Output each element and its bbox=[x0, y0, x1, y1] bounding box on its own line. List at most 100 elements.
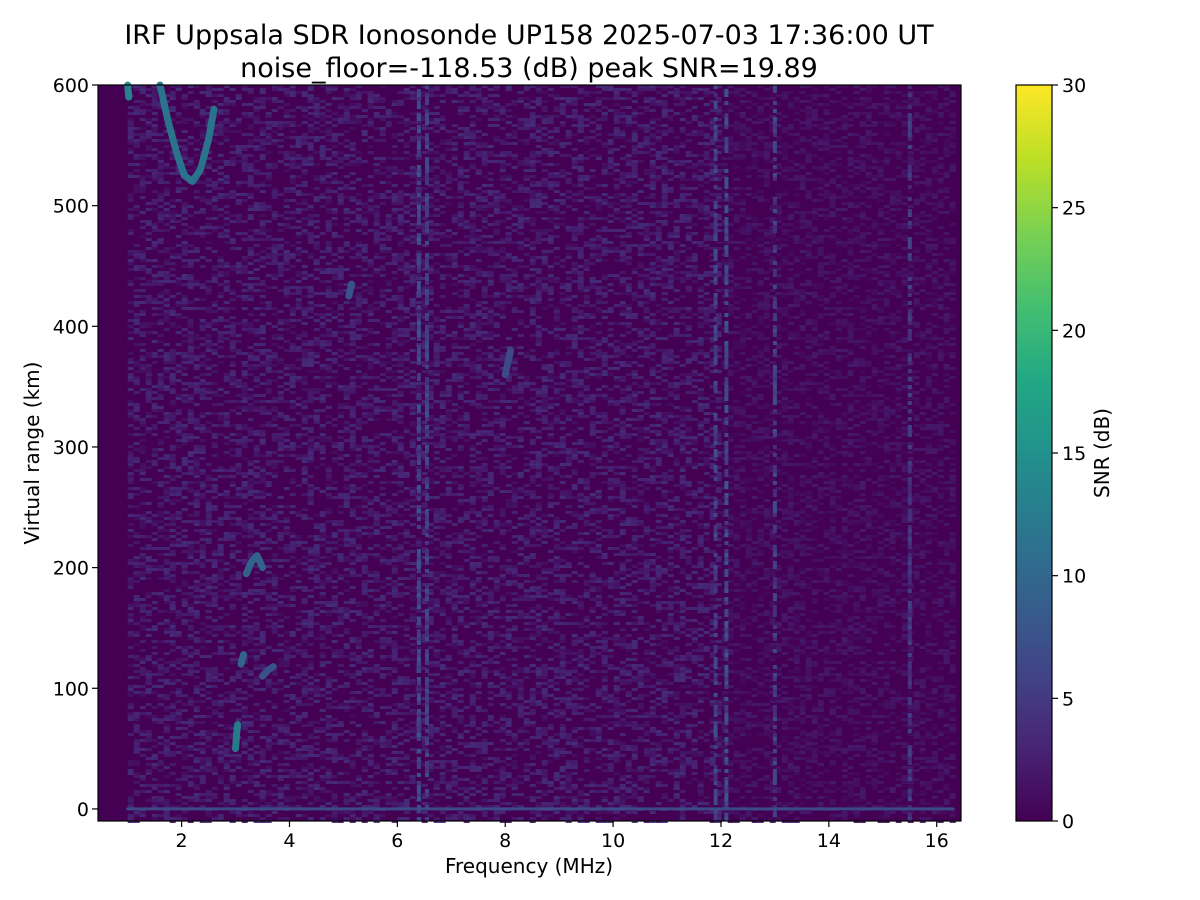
noise-cell bbox=[878, 232, 884, 235]
noise-cell bbox=[566, 190, 572, 193]
noise-cell bbox=[932, 208, 938, 211]
noise-cell bbox=[440, 118, 446, 121]
noise-cell bbox=[950, 163, 956, 166]
noise-cell bbox=[488, 160, 494, 163]
noise-cell bbox=[572, 103, 578, 106]
noise-cell bbox=[398, 241, 404, 244]
noise-cell bbox=[320, 316, 326, 319]
noise-cell bbox=[584, 295, 590, 298]
noise-cell bbox=[530, 301, 536, 304]
noise-cell bbox=[542, 106, 548, 109]
noise-cell bbox=[254, 169, 260, 172]
noise-cell bbox=[446, 310, 452, 313]
noise-cell bbox=[536, 115, 542, 118]
noise-cell bbox=[488, 274, 494, 277]
noise-cell bbox=[440, 184, 446, 187]
noise-cell bbox=[704, 313, 710, 316]
noise-cell bbox=[554, 208, 560, 211]
noise-cell bbox=[302, 229, 308, 232]
noise-cell bbox=[128, 199, 134, 202]
noise-cell bbox=[818, 271, 824, 274]
noise-cell bbox=[554, 307, 560, 310]
noise-cell bbox=[518, 244, 524, 247]
noise-cell bbox=[932, 151, 938, 154]
noise-cell bbox=[530, 259, 536, 262]
noise-cell bbox=[644, 310, 650, 313]
noise-cell bbox=[914, 325, 920, 328]
noise-cell bbox=[554, 190, 560, 193]
noise-cell bbox=[590, 316, 596, 319]
noise-cell bbox=[542, 211, 548, 214]
noise-cell bbox=[650, 322, 656, 325]
noise-cell bbox=[524, 190, 530, 193]
noise-cell bbox=[764, 259, 770, 262]
noise-cell bbox=[176, 304, 182, 307]
noise-cell bbox=[224, 127, 230, 130]
noise-cell bbox=[140, 226, 146, 229]
noise-cell bbox=[542, 121, 548, 124]
noise-cell bbox=[308, 124, 314, 127]
noise-cell bbox=[548, 121, 554, 124]
noise-cell bbox=[860, 274, 866, 277]
noise-cell bbox=[590, 280, 596, 283]
noise-cell bbox=[284, 256, 290, 259]
noise-cell bbox=[788, 124, 794, 127]
noise-cell bbox=[128, 148, 134, 151]
noise-cell bbox=[248, 166, 254, 169]
noise-cell bbox=[560, 286, 566, 289]
noise-cell bbox=[476, 322, 482, 325]
noise-cell bbox=[620, 304, 626, 307]
noise-cell bbox=[482, 241, 488, 244]
noise-cell bbox=[566, 277, 572, 280]
noise-cell bbox=[596, 208, 602, 211]
noise-cell bbox=[128, 310, 134, 313]
noise-cell bbox=[950, 202, 956, 205]
noise-cell bbox=[890, 319, 896, 322]
noise-cell bbox=[566, 244, 572, 247]
noise-cell bbox=[338, 313, 344, 316]
noise-cell bbox=[440, 115, 446, 118]
noise-cell bbox=[488, 172, 494, 175]
noise-cell bbox=[470, 124, 476, 127]
noise-cell bbox=[740, 322, 746, 325]
noise-cell bbox=[794, 211, 800, 214]
noise-cell bbox=[674, 112, 680, 115]
noise-cell bbox=[338, 181, 344, 184]
noise-cell bbox=[158, 178, 164, 181]
noise-cell bbox=[302, 109, 308, 112]
noise-cell bbox=[920, 232, 926, 235]
noise-cell bbox=[536, 151, 542, 154]
noise-cell bbox=[350, 319, 356, 322]
noise-cell bbox=[812, 319, 818, 322]
noise-cell bbox=[698, 160, 704, 163]
noise-cell bbox=[392, 217, 398, 220]
noise-cell bbox=[500, 193, 506, 196]
noise-cell bbox=[704, 190, 710, 193]
noise-cell bbox=[848, 289, 854, 292]
noise-cell bbox=[314, 259, 320, 262]
noise-cell bbox=[164, 187, 170, 190]
noise-cell bbox=[368, 205, 374, 208]
noise-cell bbox=[668, 232, 674, 235]
noise-cell bbox=[494, 304, 500, 307]
noise-cell bbox=[620, 175, 626, 178]
noise-cell bbox=[614, 202, 620, 205]
noise-cell bbox=[452, 256, 458, 259]
noise-cell bbox=[782, 127, 788, 130]
noise-cell bbox=[680, 277, 686, 280]
noise-cell bbox=[794, 301, 800, 304]
noise-cell bbox=[746, 232, 752, 235]
noise-cell bbox=[320, 322, 326, 325]
noise-cell bbox=[866, 154, 872, 157]
noise-cell bbox=[794, 202, 800, 205]
noise-cell bbox=[830, 88, 836, 91]
noise-cell bbox=[374, 238, 380, 241]
noise-cell bbox=[518, 121, 524, 124]
noise-cell bbox=[266, 172, 272, 175]
noise-cell bbox=[626, 91, 632, 94]
noise-cell bbox=[764, 151, 770, 154]
noise-cell bbox=[356, 208, 362, 211]
noise-cell bbox=[380, 100, 386, 103]
noise-cell bbox=[632, 172, 638, 175]
noise-cell bbox=[650, 100, 656, 103]
